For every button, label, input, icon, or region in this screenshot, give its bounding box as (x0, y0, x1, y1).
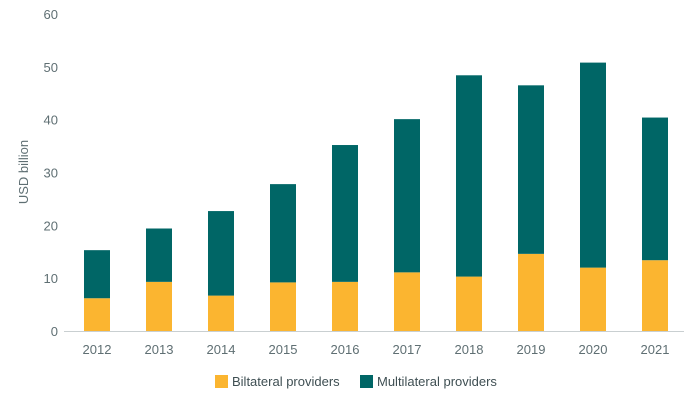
y-tick-label: 0 (51, 324, 58, 339)
x-tick-label: 2012 (83, 342, 112, 357)
x-tick-label: 2021 (641, 342, 670, 357)
bar-multilateral-2020 (580, 62, 606, 268)
x-tick-label: 2013 (145, 342, 174, 357)
legend-label-multilateral: Multilateral providers (377, 374, 497, 389)
bar-multilateral-2019 (518, 85, 544, 254)
bar-bilateral-2020 (580, 267, 606, 331)
x-tick-label: 2018 (455, 342, 484, 357)
y-tick-label: 30 (44, 166, 58, 181)
legend-swatch-bilateral (215, 375, 228, 388)
y-axis-label: USD billion (16, 140, 31, 204)
bar-bilateral-2012 (84, 298, 110, 331)
x-axis-ticks: 2012 2013 2014 2015 2016 2017 2018 2019 2020 2021 (83, 342, 670, 357)
x-tick-label: 2019 (517, 342, 546, 357)
x-tick-label: 2020 (579, 342, 608, 357)
bar-bilateral-2013 (146, 281, 172, 331)
legend-swatch-multilateral (360, 375, 373, 388)
bar-multilateral-2013 (146, 228, 172, 282)
bar-multilateral-2021 (642, 117, 668, 261)
bar-bilateral-2021 (642, 260, 668, 331)
bar-multilateral-2015 (270, 184, 296, 283)
bar-bilateral-2018 (456, 276, 482, 331)
bar-bilateral-2016 (332, 281, 358, 331)
bar-multilateral-2016 (332, 145, 358, 282)
y-tick-label: 20 (44, 218, 58, 233)
bars-group (84, 62, 668, 331)
legend: Biltateral providers Multilateral provid… (215, 374, 497, 389)
bar-bilateral-2017 (394, 272, 420, 331)
x-tick-label: 2015 (269, 342, 298, 357)
bar-multilateral-2017 (394, 119, 420, 273)
x-tick-label: 2017 (393, 342, 422, 357)
bar-multilateral-2018 (456, 75, 482, 277)
y-axis-ticks: 0 10 20 30 40 50 60 (44, 7, 58, 339)
bar-multilateral-2012 (84, 250, 110, 299)
bar-bilateral-2014 (208, 295, 234, 331)
y-tick-label: 50 (44, 60, 58, 75)
x-tick-label: 2016 (331, 342, 360, 357)
y-tick-label: 10 (44, 271, 58, 286)
y-tick-label: 60 (44, 7, 58, 22)
y-tick-label: 40 (44, 113, 58, 128)
bar-bilateral-2015 (270, 282, 296, 331)
x-tick-label: 2014 (207, 342, 236, 357)
legend-label-bilateral: Biltateral providers (232, 374, 340, 389)
bar-bilateral-2019 (518, 253, 544, 331)
bar-multilateral-2014 (208, 211, 234, 296)
